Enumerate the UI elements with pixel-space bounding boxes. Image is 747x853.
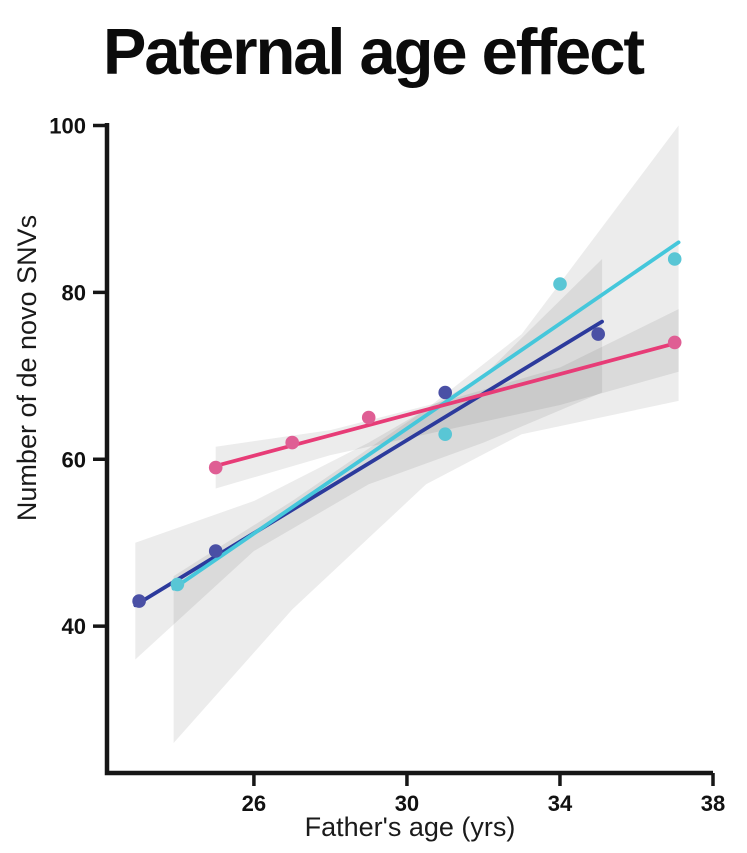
x-tick-label: 26 — [242, 791, 266, 816]
family-navy-data-point — [591, 327, 605, 341]
y-tick-label: 60 — [62, 447, 86, 472]
family-cyan-confidence-band — [173, 125, 679, 743]
chart-title: Paternal age effect — [102, 15, 645, 88]
family-pink-confidence-band — [215, 309, 679, 489]
family-navy-data-point — [438, 385, 453, 400]
confidence-bands — [135, 125, 679, 743]
family-cyan-data-point — [667, 252, 682, 266]
y-tick-label: 80 — [62, 280, 86, 305]
x-tick-label: 34 — [548, 791, 573, 816]
family-pink-data-point — [285, 435, 300, 450]
family-navy-data-point — [208, 544, 223, 558]
axis-spines — [104, 123, 713, 776]
family-cyan-fit-line — [171, 240, 681, 591]
family-pink-data-point — [667, 335, 682, 350]
family-cyan-data-point — [553, 277, 567, 291]
x-tick-label: 30 — [395, 791, 419, 816]
family-navy-fit-line — [133, 319, 604, 608]
family-navy-confidence-band — [135, 259, 603, 660]
axes: 40 60 80 100 26 30 34 38 — [49, 114, 725, 816]
family-pink-data-point — [208, 460, 223, 475]
family-cyan-data-point — [438, 427, 453, 442]
family-pink-data-point — [361, 410, 376, 425]
x-tick-label: 38 — [701, 791, 725, 816]
y-tick-label: 100 — [49, 114, 86, 139]
y-tick-label: 40 — [62, 614, 86, 639]
x-axis-label: Father's age (yrs) — [304, 812, 516, 842]
family-cyan-data-point — [170, 577, 185, 592]
family-navy-data-point — [132, 594, 146, 608]
